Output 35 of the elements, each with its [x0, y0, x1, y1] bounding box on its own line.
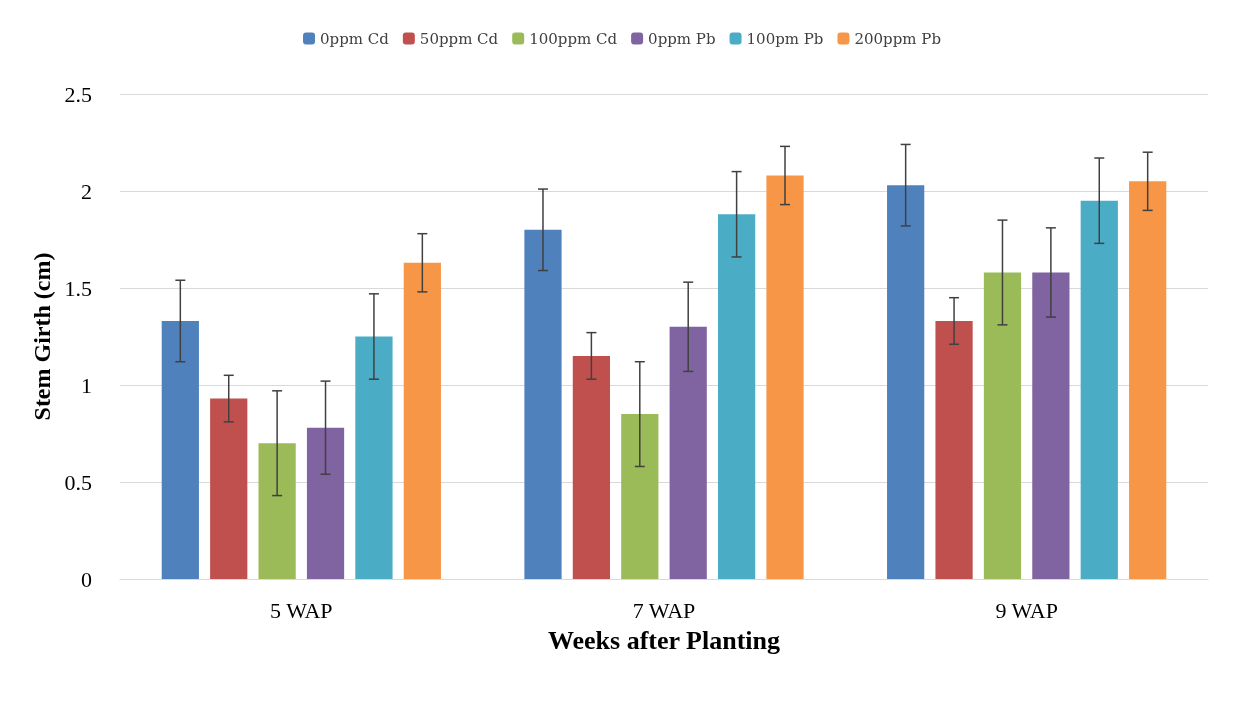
- bar: [161, 320, 199, 579]
- legend-label: 0ppm Cd: [320, 29, 390, 48]
- bar: [983, 272, 1022, 579]
- y-tick-label: 1.5: [64, 275, 92, 301]
- y-tick-label: 1: [81, 372, 92, 398]
- y-tick-label: 0: [81, 566, 92, 592]
- y-tick-label: 2.5: [64, 81, 92, 107]
- bar: [887, 185, 925, 579]
- legend-label: 0ppm Pb: [648, 29, 716, 48]
- bar: [258, 443, 296, 579]
- bar: [669, 326, 707, 579]
- x-axis-title: Weeks after Planting: [547, 625, 781, 655]
- bar: [403, 262, 441, 579]
- y-tick-label: 2: [81, 178, 92, 204]
- bar: [766, 175, 804, 579]
- x-tick-label: 9 WAP: [995, 597, 1058, 623]
- bar: [210, 398, 248, 579]
- y-axis-title: Stem Girth (cm): [28, 252, 55, 421]
- bar: [1080, 200, 1118, 579]
- x-tick-label: 5 WAP: [270, 597, 333, 623]
- legend-label: 200ppm Pb: [854, 29, 941, 48]
- bar: [1032, 272, 1070, 579]
- bar: [572, 355, 611, 579]
- bar: [621, 414, 659, 579]
- bar: [524, 229, 562, 579]
- bar: [306, 427, 345, 579]
- legend-label: 100pm Pb: [746, 29, 824, 48]
- legend-label: 100ppm Cd: [529, 29, 618, 48]
- bar: [355, 336, 393, 579]
- y-tick-label: 0.5: [64, 469, 92, 495]
- x-tick-label: 7 WAP: [632, 597, 696, 623]
- bar: [935, 320, 973, 579]
- bar: [717, 214, 756, 579]
- legend-label: 50ppm Cd: [419, 29, 499, 48]
- bar: [1129, 181, 1167, 579]
